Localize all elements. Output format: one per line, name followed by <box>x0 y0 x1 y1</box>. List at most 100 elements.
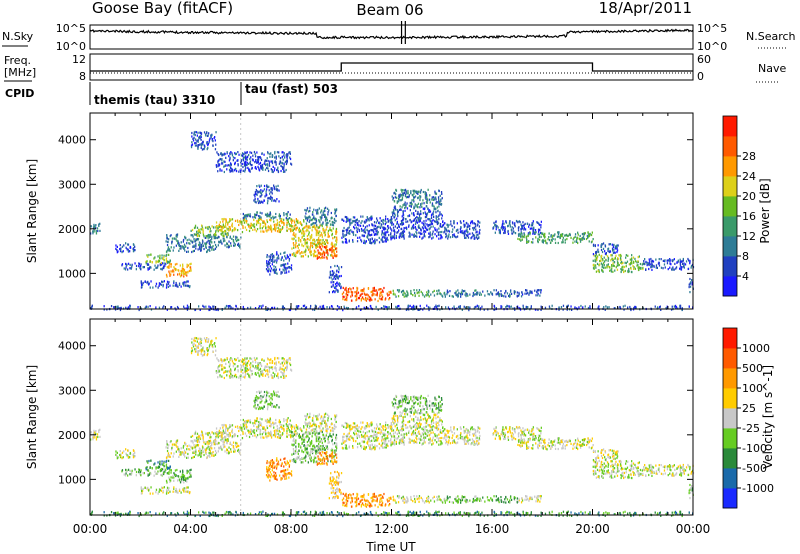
power-cell-18 <box>334 285 336 288</box>
power-cell-6 <box>208 248 210 251</box>
power-cell-24 <box>423 234 425 237</box>
power-cell-7 <box>196 235 199 238</box>
power-cell-23 <box>387 225 389 228</box>
power-cell-6 <box>208 239 211 243</box>
power-cell-5 <box>149 286 151 289</box>
power-cell-23 <box>353 220 355 223</box>
power-cell-32 <box>670 308 673 311</box>
power-cell-17 <box>271 253 273 256</box>
power-cell-13 <box>255 201 257 204</box>
power-cell-20 <box>407 293 409 297</box>
velocity-cell-4 <box>166 472 168 475</box>
power-cell-32 <box>118 307 120 310</box>
power-cell-24 <box>412 225 414 228</box>
power-cell-14 <box>329 228 331 231</box>
power-cell-23 <box>389 219 391 222</box>
power-cell-27 <box>495 223 497 226</box>
power-cell-21 <box>490 291 492 294</box>
power-cell-27 <box>517 229 520 232</box>
power-cell-16 <box>334 208 336 211</box>
power-cell-17 <box>273 265 275 268</box>
power-cell-12 <box>229 156 231 159</box>
power-cell-24 <box>393 216 396 219</box>
power-cell-26 <box>466 221 468 225</box>
power-cell-29 <box>625 262 627 265</box>
power-cell-17 <box>274 270 277 273</box>
power-cell-5 <box>142 281 144 285</box>
power-cell-20 <box>392 289 394 292</box>
power-cell-14 <box>295 253 297 256</box>
power-cell-32 <box>493 304 495 307</box>
power-cell-9 <box>265 213 267 216</box>
power-cell-23 <box>347 217 349 220</box>
power-cell-27 <box>532 230 535 233</box>
velocity-cell-2 <box>125 468 127 471</box>
power-cell-32 <box>426 304 428 307</box>
power-cell-22 <box>520 295 523 298</box>
power-cell-23 <box>386 229 389 232</box>
power-cell-6 <box>193 249 195 252</box>
power-cell-2 <box>140 263 142 266</box>
velocity-cell-6 <box>192 441 194 444</box>
power-cell-24 <box>438 227 440 230</box>
velocity-cell-6 <box>173 443 175 446</box>
power-cell-14 <box>305 225 307 228</box>
power-cell-9 <box>269 212 271 215</box>
power-cell-12 <box>234 157 236 160</box>
power-cell-32 <box>355 306 358 309</box>
power-cell-24 <box>409 232 411 235</box>
power-cell-23 <box>379 226 382 229</box>
power-cell-28 <box>587 236 589 239</box>
power-cell-23 <box>373 242 376 245</box>
power-cell-23 <box>350 222 352 225</box>
velocity-cell-5 <box>166 489 168 492</box>
power-cell-14 <box>293 227 295 230</box>
power-cell-23 <box>376 239 378 242</box>
power-cell-23 <box>367 232 369 235</box>
velocity-cell-6 <box>185 442 187 445</box>
power-cell-8 <box>222 226 224 229</box>
power-cell-8 <box>239 220 241 223</box>
power-cell-28 <box>560 233 562 236</box>
power-cell-5 <box>178 283 181 286</box>
power-cell-14 <box>336 241 338 244</box>
velocity-cell-0 <box>95 436 97 439</box>
power-cell-24 <box>429 231 431 234</box>
power-cell-25 <box>422 190 424 194</box>
power-cell-24 <box>401 215 403 218</box>
power-cell-12 <box>240 161 242 164</box>
power-cell-8 <box>224 230 226 233</box>
power-cell-25 <box>401 190 403 193</box>
power-cell-8 <box>286 224 288 227</box>
power-cell-25 <box>398 194 400 197</box>
power-cell-24 <box>413 226 415 229</box>
power-cell-14 <box>301 244 303 247</box>
power-cell-6 <box>190 239 192 242</box>
power-cell-16 <box>334 209 336 212</box>
power-cell-32 <box>603 306 605 309</box>
power-cell-16 <box>304 208 306 212</box>
power-cell-12 <box>271 154 274 157</box>
power-cell-11 <box>196 134 198 137</box>
power-cell-19 <box>367 287 370 290</box>
power-cell-16 <box>320 223 322 226</box>
power-cell-5 <box>162 285 164 288</box>
power-cell-14 <box>311 226 314 229</box>
power-cell-13 <box>278 200 280 203</box>
power-cell-15 <box>334 253 336 256</box>
power-cell-14 <box>305 241 307 244</box>
power-cell-11 <box>192 139 195 142</box>
power-cell-14 <box>299 252 301 255</box>
power-cell-6 <box>167 247 169 251</box>
power-cell-23 <box>370 215 372 218</box>
power-cell-32 <box>604 308 606 311</box>
power-cell-8 <box>269 228 271 231</box>
power-cell-24 <box>429 234 431 237</box>
velocity-cell-2 <box>135 470 138 474</box>
power-cell-10 <box>231 237 233 240</box>
power-cell-12 <box>281 155 283 158</box>
power-cell-8 <box>278 223 280 226</box>
power-cell-29 <box>637 266 639 269</box>
power-cell-32 <box>461 308 463 311</box>
